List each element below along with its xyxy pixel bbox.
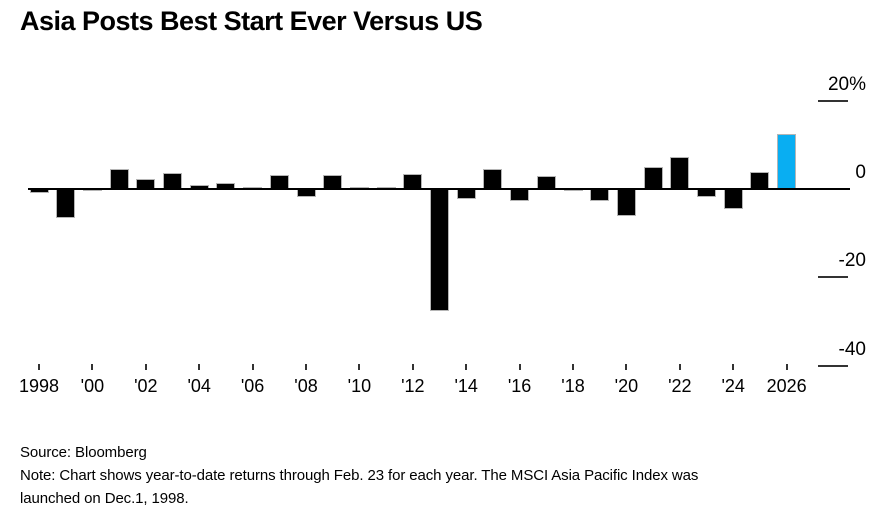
x-axis-label-2008: '08: [294, 376, 318, 396]
chart-title: Asia Posts Best Start Ever Versus US: [20, 6, 483, 36]
bar-2014: [456, 189, 476, 200]
bar-2023: [697, 189, 716, 197]
x-axis-tick-1998: [38, 364, 40, 370]
y-axis-label-20: 20%: [827, 73, 866, 95]
y-axis-label--40: -40: [838, 338, 866, 360]
x-axis-tick-2000: [91, 364, 94, 370]
y-axis-label--20: -20: [838, 250, 866, 272]
bar-2015: [483, 168, 503, 189]
x-axis-label-2006: '06: [240, 376, 265, 396]
bar-2012: [403, 173, 423, 189]
x-axis-tick-2024: [732, 364, 735, 370]
bar-2019: [590, 189, 610, 202]
bar-2021: [643, 167, 663, 189]
x-axis-tick-2026: [785, 364, 788, 370]
y-axis-tick-20: [818, 99, 848, 102]
x-axis-tick-2002: [144, 364, 147, 370]
x-axis-tick-2022: [678, 364, 681, 370]
x-axis-label-2018: '18: [561, 376, 585, 396]
bar-2003: [163, 173, 182, 189]
x-axis-label-2014: '14: [454, 376, 478, 396]
y-axis-tick--20: [818, 276, 848, 279]
x-axis-tick-2012: [411, 364, 414, 370]
note-text: Note: Chart shows year-to-date returns t…: [20, 467, 699, 507]
chart-footer: Source: Bloomberg Note: Chart shows year…: [20, 441, 755, 510]
x-axis-tick-2014: [465, 364, 468, 370]
x-axis-label-1998: 1998: [18, 376, 60, 396]
x-axis-label-2012: '12: [401, 376, 425, 396]
bar-2007: [269, 174, 289, 189]
bar-2008: [296, 189, 316, 197]
bar-1999: [56, 189, 76, 218]
bar-2022: [670, 157, 690, 189]
bar-2025: [750, 172, 770, 189]
x-axis-tick-2010: [358, 364, 361, 370]
x-axis-label-2010: '10: [347, 376, 372, 396]
y-axis-tick--40: [818, 364, 848, 367]
x-axis-tick-2016: [518, 364, 521, 370]
x-axis-tick-2018: [572, 364, 574, 370]
x-axis-label-2002: '02: [134, 376, 158, 396]
x-axis-label-2004: '04: [187, 376, 211, 396]
bar-2016: [510, 189, 530, 202]
x-axis-tick-2004: [198, 364, 201, 370]
x-axis-tick-2020: [625, 364, 628, 370]
x-axis-zero-line: [28, 188, 850, 190]
bar-2024: [723, 189, 743, 209]
x-axis-label-2026: 2026: [766, 376, 807, 396]
bar-2020: [616, 189, 636, 216]
x-axis-label-2022: '22: [668, 376, 692, 396]
x-axis-label-2020: '20: [614, 376, 639, 396]
x-axis-label-2016: '16: [507, 376, 532, 396]
bar-2013: [430, 189, 449, 311]
source-text: Source: Bloomberg: [20, 444, 147, 461]
x-axis-tick-2006: [251, 364, 254, 370]
bar-2009: [323, 175, 343, 189]
x-axis-tick-2008: [305, 364, 307, 370]
bar-2026: [777, 134, 797, 189]
x-axis-label-2024: '24: [721, 376, 745, 396]
y-axis-label-0: 0: [855, 162, 866, 183]
bar-2001: [109, 169, 129, 189]
x-axis-label-2000: '00: [80, 376, 105, 396]
